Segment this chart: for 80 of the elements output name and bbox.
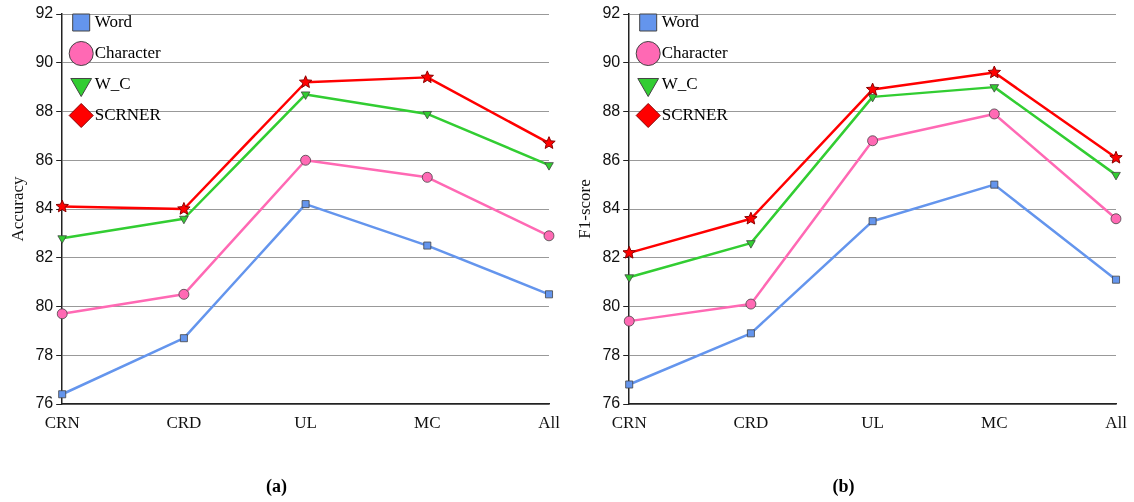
point bbox=[300, 154, 311, 166]
y-axis-title: Accuracy bbox=[7, 175, 27, 242]
y-tick-label: 88 bbox=[602, 101, 621, 119]
point bbox=[420, 70, 434, 84]
legend-label: Word bbox=[661, 11, 700, 31]
point bbox=[300, 91, 311, 100]
legend-label: W_C bbox=[661, 73, 698, 93]
point bbox=[1111, 171, 1121, 181]
legend-label: Character bbox=[661, 42, 729, 62]
point bbox=[421, 171, 433, 183]
x-tick-label: All bbox=[1105, 412, 1128, 432]
x-tick-label: UL bbox=[861, 412, 884, 432]
point bbox=[56, 308, 68, 320]
legend-label: Character bbox=[94, 42, 162, 62]
legend-label: SCRNER bbox=[661, 104, 729, 124]
point bbox=[625, 380, 634, 389]
point bbox=[746, 329, 755, 338]
point bbox=[423, 241, 432, 250]
x-tick-label: MC bbox=[414, 412, 441, 432]
point bbox=[622, 245, 636, 259]
y-tick-label: 90 bbox=[602, 53, 621, 71]
point bbox=[987, 65, 1001, 79]
point bbox=[179, 334, 188, 343]
point bbox=[545, 290, 553, 299]
y-tick-label: 90 bbox=[35, 53, 54, 71]
point bbox=[177, 202, 191, 215]
point bbox=[624, 274, 634, 283]
y-tick-label: 86 bbox=[602, 150, 621, 168]
point bbox=[745, 298, 757, 310]
point bbox=[867, 135, 878, 147]
y-tick-label: 82 bbox=[602, 248, 621, 266]
y-tick-label: 82 bbox=[35, 248, 54, 266]
point bbox=[990, 180, 999, 189]
point bbox=[988, 108, 1000, 120]
legend-label: W_C bbox=[94, 73, 131, 93]
point bbox=[544, 162, 554, 171]
point bbox=[746, 240, 756, 249]
y-tick-label: 76 bbox=[35, 394, 54, 412]
point bbox=[1110, 213, 1122, 225]
point bbox=[55, 199, 69, 213]
y-tick-label: 86 bbox=[35, 150, 54, 168]
x-tick-label: UL bbox=[294, 412, 317, 432]
point bbox=[422, 111, 433, 120]
point bbox=[623, 315, 635, 327]
y-tick-label: 80 bbox=[602, 296, 621, 314]
point bbox=[744, 211, 758, 225]
point bbox=[1109, 150, 1123, 164]
point bbox=[867, 93, 878, 103]
y-tick-label: 84 bbox=[35, 199, 54, 217]
x-tick-label: CRN bbox=[44, 412, 80, 432]
point bbox=[301, 200, 310, 209]
point bbox=[58, 390, 67, 399]
y-tick-label: 88 bbox=[35, 101, 54, 119]
point bbox=[989, 84, 1000, 93]
x-tick-label: MC bbox=[981, 412, 1008, 432]
y-tick-label: 78 bbox=[35, 345, 54, 363]
x-axis-title: (b) bbox=[832, 475, 855, 497]
point bbox=[1112, 275, 1120, 284]
y-tick-label: 78 bbox=[602, 345, 621, 363]
y-tick-label: 92 bbox=[602, 4, 621, 22]
x-tick-label: CRD bbox=[733, 412, 769, 432]
x-axis-title: (a) bbox=[266, 475, 287, 497]
point bbox=[865, 82, 880, 96]
y-tick-label: 76 bbox=[602, 394, 621, 412]
legend-label: SCRNER bbox=[94, 104, 162, 124]
point bbox=[179, 215, 189, 225]
point bbox=[542, 136, 556, 149]
x-tick-label: All bbox=[538, 412, 561, 432]
legend-label: Word bbox=[94, 11, 133, 31]
point bbox=[543, 230, 555, 242]
y-tick-label: 84 bbox=[602, 199, 621, 217]
point bbox=[57, 235, 67, 244]
x-tick-label: CRN bbox=[611, 412, 647, 432]
y-tick-label: 92 bbox=[35, 4, 54, 22]
point bbox=[178, 288, 190, 300]
x-tick-label: CRD bbox=[166, 412, 202, 432]
y-axis-title: F1-score bbox=[574, 179, 594, 239]
point bbox=[868, 217, 877, 226]
point bbox=[298, 75, 313, 89]
y-tick-label: 80 bbox=[35, 296, 54, 314]
